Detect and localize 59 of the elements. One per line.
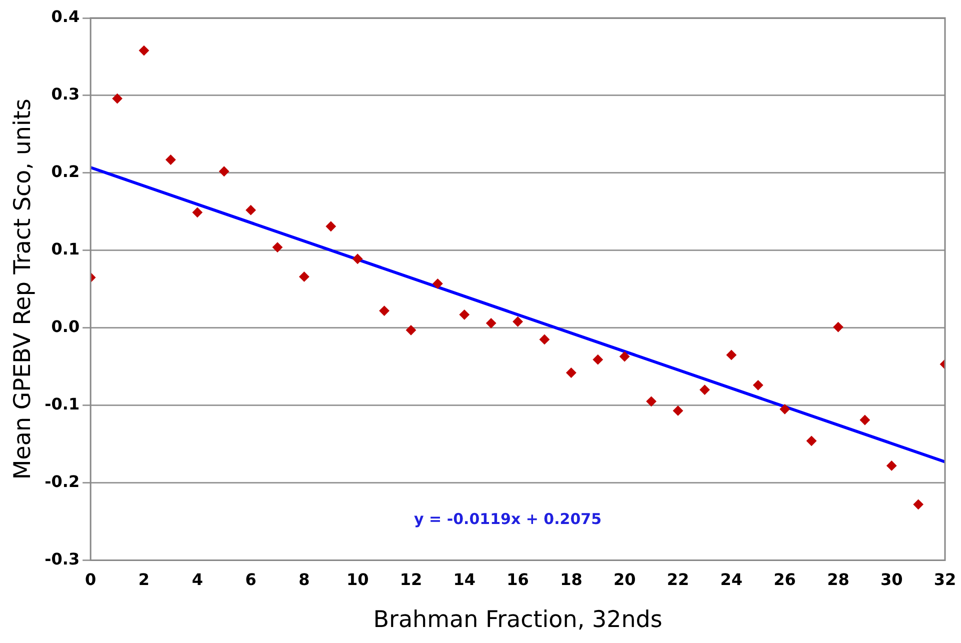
point (138, 46, 149, 56)
point (620, 351, 630, 362)
point (539, 334, 550, 344)
annotation: y = -0.0119x + 0.2075 (414, 510, 602, 528)
x-tick-label: 0 (85, 570, 96, 589)
y-axis-title: Mean GPEBV Rep Tract Sco, units (10, 98, 36, 480)
x-tick-label: 8 (298, 570, 310, 589)
point (432, 278, 443, 289)
point (646, 396, 656, 406)
x-tick-label: 24 (720, 570, 743, 589)
x-tick-label: 10 (346, 570, 369, 589)
point (806, 436, 816, 446)
point (326, 221, 336, 232)
point (406, 325, 416, 336)
point (512, 316, 523, 327)
point (672, 406, 683, 416)
x-tick-label: 4 (192, 570, 203, 589)
x-tick-label: 6 (245, 570, 256, 589)
x-axis-title: Brahman Fraction, 32nds (373, 607, 662, 634)
x-tick-label: 20 (613, 570, 636, 589)
point (459, 310, 470, 320)
x-tick-label: 18 (560, 570, 582, 589)
x-tick-label: 16 (506, 570, 529, 589)
y-tick-label: 0.1 (51, 240, 80, 259)
point (753, 380, 764, 390)
point (700, 384, 710, 395)
x-tick-label: 30 (880, 570, 903, 589)
point (219, 166, 230, 176)
y-tick-label: 0.3 (51, 84, 80, 104)
point (592, 354, 603, 365)
x-tick-label: 32 (934, 570, 956, 589)
point (860, 415, 870, 426)
point (379, 306, 390, 316)
x-tick-label: 22 (666, 570, 690, 589)
x-tick-label: 14 (453, 570, 476, 589)
point (272, 242, 282, 252)
point (192, 207, 202, 218)
y-tick-label: 0.0 (51, 316, 80, 336)
x-tick-label: 2 (138, 570, 150, 589)
point (352, 254, 363, 264)
y-tick-label: -0.3 (44, 549, 80, 568)
point (913, 499, 924, 510)
y-tick-label: 0.4 (51, 7, 80, 26)
point (166, 154, 176, 165)
point (566, 368, 576, 378)
point (486, 318, 496, 328)
point (726, 350, 736, 360)
point (246, 205, 256, 216)
y-tick-label: 0.2 (51, 162, 80, 182)
point (780, 404, 790, 414)
y-tick-label: -0.2 (44, 472, 80, 491)
x-tick-label: 12 (400, 570, 422, 589)
y-tick-label: -0.1 (44, 394, 80, 414)
point (833, 322, 844, 332)
x-tick-label: 26 (774, 570, 796, 589)
point (886, 460, 897, 471)
x-tick-label: 28 (827, 570, 850, 589)
point (112, 94, 122, 104)
point (299, 272, 310, 282)
